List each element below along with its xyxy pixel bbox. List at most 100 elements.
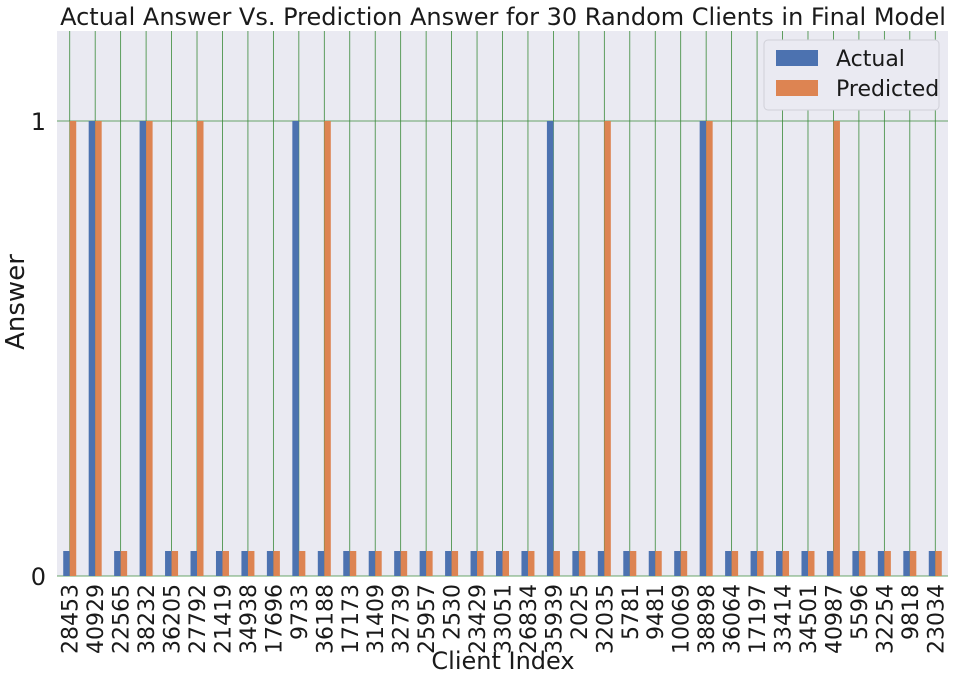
legend-swatch-predicted [776,80,818,96]
bar-actual [699,121,707,576]
x-tick-label: 38232 [135,584,160,654]
bar-predicted [833,121,840,576]
bar-predicted [655,551,662,576]
bar-predicted [782,551,790,576]
legend-label-actual: Actual [836,47,905,72]
bar-predicted [909,551,917,576]
bar-predicted [171,551,179,576]
x-tick-label: 9818 [899,584,924,640]
x-tick-label: 28453 [59,584,84,654]
bar-actual [419,551,427,576]
x-tick-label: 23034 [924,584,949,654]
bar-actual [597,551,605,576]
bar-actual [317,551,325,576]
bar-actual [623,551,630,576]
x-tick-label: 36205 [161,584,186,654]
x-tick-label: 17696 [262,584,287,654]
bar-predicted [807,551,815,576]
bar-predicted [706,121,713,576]
x-tick-label: 9733 [288,584,313,640]
bar-predicted [629,551,637,576]
bar-predicted [502,551,509,576]
bar-predicted [400,551,408,576]
bar-actual [292,121,299,576]
bar-predicted [527,551,535,576]
bar-predicted [451,551,459,576]
bar-actual [470,551,478,576]
x-tick-label: 25957 [415,584,440,654]
chart-title: Actual Answer Vs. Prediction Answer for … [60,3,946,31]
bar-predicted [858,551,866,576]
x-tick-label: 38898 [695,584,720,654]
bar-predicted [247,551,255,576]
bar-actual [496,551,503,576]
bar-predicted [884,551,891,576]
bar-actual [776,551,783,576]
bar-actual [521,551,528,576]
bar-actual [928,551,936,576]
y-tick-label: 0 [31,563,46,591]
bar-actual [445,551,452,576]
bar-actual [674,551,681,576]
bar-actual [572,551,579,576]
legend-swatch-actual [776,50,818,66]
bar-actual [88,121,96,576]
bar-actual [215,551,223,576]
bar-actual [343,551,350,576]
bar-predicted [935,551,942,576]
bar-actual [368,551,376,576]
bar-predicted [197,121,204,576]
bar-actual [877,551,885,576]
bar-predicted [731,551,739,576]
bar-actual [648,551,656,576]
bar-predicted [349,551,357,576]
x-axis-label: Client Index [431,647,574,675]
bar-actual [801,551,808,576]
y-axis-label: Answer [1,254,31,350]
bar-predicted [757,551,764,576]
bar-actual [852,551,859,576]
x-tick-label: 5596 [848,584,873,640]
x-tick-label: 34938 [237,584,262,654]
bar-predicted [578,551,586,576]
x-tick-label: 33414 [772,584,797,654]
x-tick-label: 2025 [568,584,593,640]
x-tick-label: 21419 [211,584,236,654]
bar-predicted [375,551,382,576]
bar-actual [63,551,70,576]
x-tick-label: 26834 [517,584,542,654]
bar-predicted [95,121,102,576]
x-tick-label: 17173 [339,584,364,654]
bar-actual [114,551,121,576]
bar-predicted [680,551,688,576]
x-tick-label: 32739 [390,584,415,654]
bar-predicted [273,551,280,576]
x-tick-label: 36188 [313,584,338,654]
x-tick-label: 32254 [873,584,898,654]
bar-actual [241,551,248,576]
bar-predicted [222,551,229,576]
bar-actual [826,551,834,576]
bar-predicted [553,551,560,576]
bar-actual [725,551,732,576]
x-tick-label: 17197 [746,584,771,654]
x-tick-label: 36064 [721,584,746,654]
bar-predicted [604,121,611,576]
x-tick-label: 34501 [797,584,822,654]
bar-predicted [120,551,128,576]
bar-actual [394,551,401,576]
bar-predicted [146,121,153,576]
x-tick-label: 35939 [542,584,567,654]
bar-actual [139,121,147,576]
bar-predicted [69,121,77,576]
bar-actual [903,551,910,576]
x-tick-label: 40929 [84,584,109,654]
bar-predicted [324,121,331,576]
x-tick-label: 22565 [110,584,135,654]
x-tick-label: 23429 [466,584,491,654]
bar-actual [546,121,554,576]
bar-predicted [426,551,433,576]
bar-predicted [477,551,484,576]
